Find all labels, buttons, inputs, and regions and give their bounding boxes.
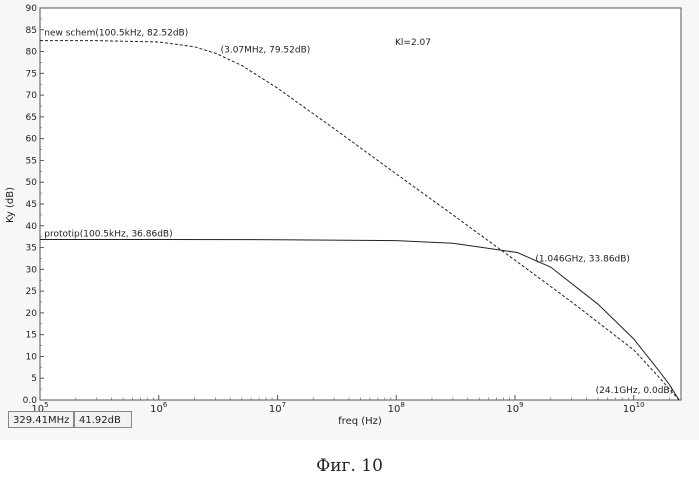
y-tick-label: 70 xyxy=(26,91,38,101)
y-tick-label: 10 xyxy=(26,352,38,362)
y-tick-label: 75 xyxy=(26,69,37,79)
y-tick-label: 90 xyxy=(26,4,38,14)
annotation-label: Kl=2.07 xyxy=(395,38,431,48)
plot-frame: 0.051015202530354045505560657075808590 1… xyxy=(0,0,699,440)
chart: 0.051015202530354045505560657075808590 1… xyxy=(0,0,699,440)
y-axis-label: Ky (dB) xyxy=(5,187,16,223)
annotation-label: (24.1GHz, 0.0dB) xyxy=(596,386,673,396)
y-tick-label: 65 xyxy=(26,113,37,123)
y-tick-label: 50 xyxy=(26,178,38,188)
y-tick-label: 40 xyxy=(26,222,38,232)
cursor-x-readout: 329.41MHz xyxy=(8,411,74,428)
x-axis-label: freq (Hz) xyxy=(338,416,382,427)
y-tick-label: 5 xyxy=(31,374,37,384)
annotation-label: (3.07MHz, 79.52dB) xyxy=(221,46,311,56)
y-tick-label: 60 xyxy=(26,135,38,145)
plot-area xyxy=(40,8,681,400)
y-tick-label: 25 xyxy=(26,287,37,297)
y-tick-label: 85 xyxy=(26,26,37,36)
y-tick-label: 55 xyxy=(26,156,37,166)
y-tick-label: 45 xyxy=(26,200,37,210)
figure-caption: Фиг. 10 xyxy=(0,456,699,476)
y-tick-label: 30 xyxy=(26,265,38,275)
cursor-y-readout: 41.92dB xyxy=(74,411,132,428)
annotation-label: (1.046GHz, 33.86dB) xyxy=(535,255,630,265)
annotation-label: prototip(100.5kHz, 36.86dB) xyxy=(44,229,172,239)
y-tick-label: 80 xyxy=(26,48,38,58)
y-tick-label: 15 xyxy=(26,331,37,341)
y-tick-label: 35 xyxy=(26,244,37,254)
annotation-label: new schem(100.5kHz, 82.52dB) xyxy=(44,29,188,39)
y-tick-label: 20 xyxy=(26,309,38,319)
